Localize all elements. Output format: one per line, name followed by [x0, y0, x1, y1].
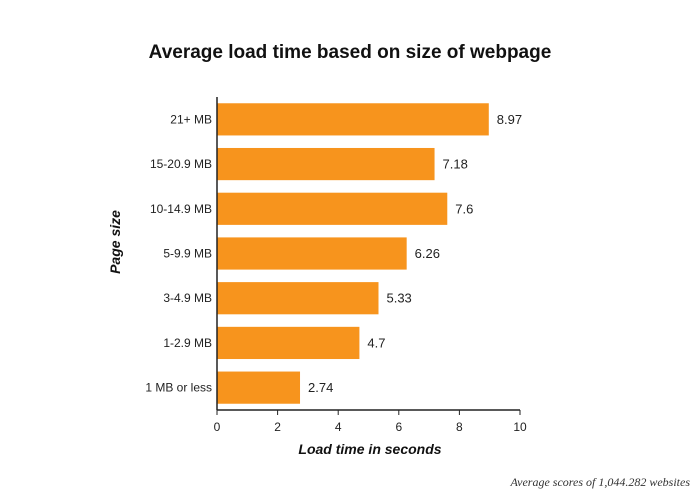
bar-value-label: 7.18 [443, 157, 468, 172]
value-labels-group: 8.97 7.18 7.6 6.26 5.33 4.7 2.74 [308, 112, 522, 395]
y-tick-label: 21+ MB [170, 112, 212, 126]
y-tick-label: 1-2.9 MB [163, 336, 212, 350]
bars-group [217, 103, 489, 404]
x-tick-label: 6 [395, 420, 402, 434]
x-tick-label: 0 [214, 420, 221, 434]
x-tick-label: 4 [335, 420, 342, 434]
y-tick-label: 5-9.9 MB [163, 247, 212, 261]
bar [217, 371, 301, 404]
bar-value-label: 7.6 [455, 201, 473, 216]
bar [217, 192, 448, 225]
x-ticks-group: 0 2 4 6 8 10 [214, 410, 527, 434]
x-tick-label: 8 [456, 420, 463, 434]
bar [217, 282, 379, 315]
y-tick-labels-group: 21+ MB 15-20.9 MB 10-14.9 MB 5-9.9 MB 3-4.9 … [145, 112, 212, 394]
bar-value-label: 4.7 [367, 335, 385, 350]
y-tick-label: 3-4.9 MB [163, 291, 212, 305]
chart-title: Average load time based on size of webpa… [149, 42, 552, 63]
y-tick-label: 15-20.9 MB [150, 157, 212, 171]
x-tick-label: 10 [513, 420, 527, 434]
bar-value-label: 8.97 [497, 112, 522, 127]
bar [217, 103, 489, 136]
bar-value-label: 5.33 [386, 291, 411, 306]
x-tick-label: 2 [274, 420, 281, 434]
source-note: Average scores of 1,044.282 websites [509, 475, 690, 489]
bar [217, 326, 360, 360]
bar-value-label: 6.26 [415, 246, 440, 261]
bar [217, 147, 435, 181]
y-tick-label: 10-14.9 MB [150, 202, 212, 216]
bar-value-label: 2.74 [308, 380, 333, 395]
y-axis-title: Page size [107, 210, 123, 274]
bar [217, 237, 407, 270]
x-axis-title: Load time in seconds [298, 441, 441, 457]
y-tick-label: 1 MB or less [145, 381, 212, 395]
